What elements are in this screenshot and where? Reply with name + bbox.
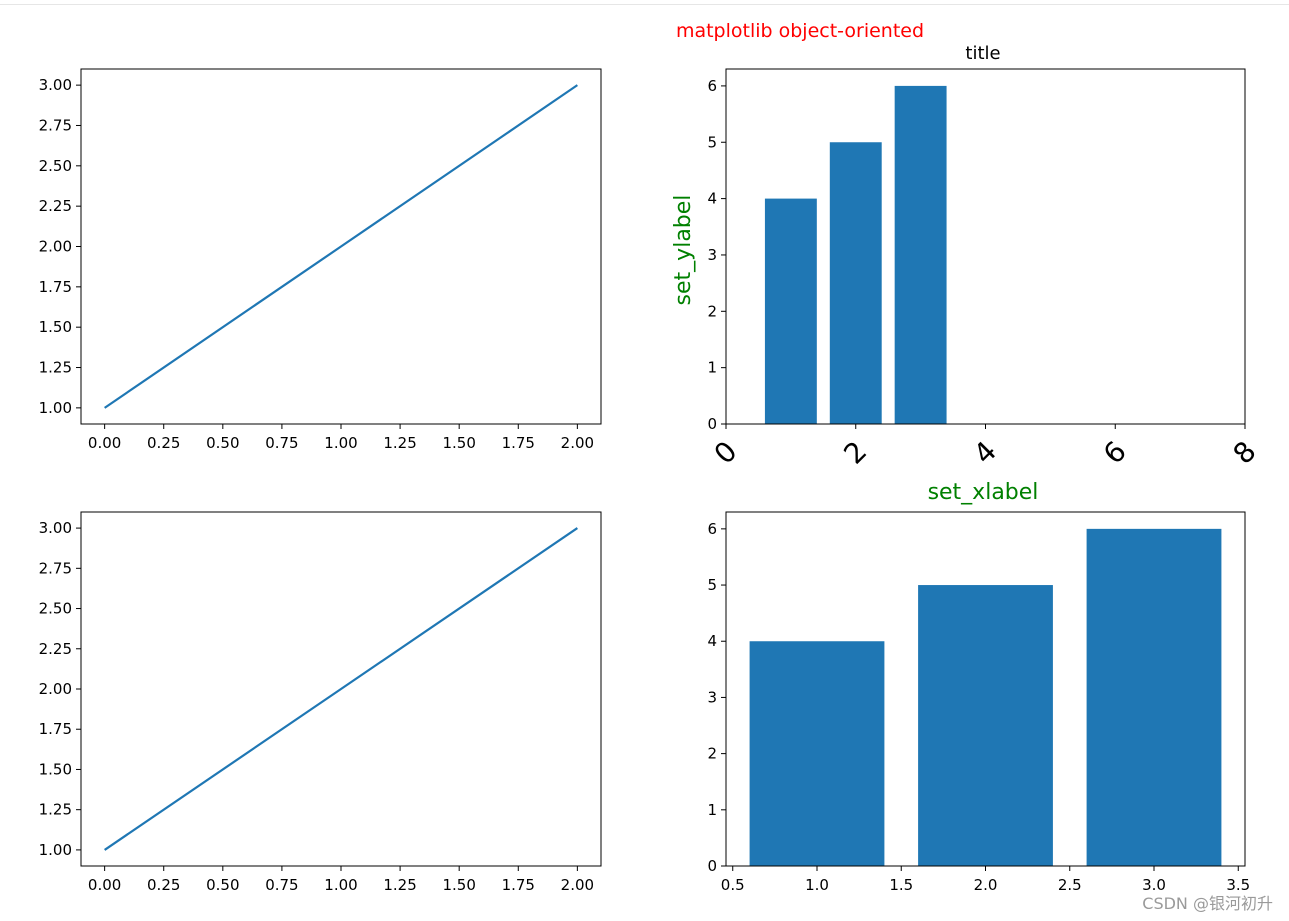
y-tick-label: 3 [707, 688, 717, 706]
y-tick-label: 2.75 [39, 559, 72, 577]
subplot-line-bottom-left: 0.00 0.25 0.50 0.75 1.00 1.25 1.50 1.75 2.00 1.00… [39, 511, 602, 894]
x-tick-label: 0.25 [147, 434, 180, 452]
y-tick-label: 4 [707, 632, 717, 650]
y-tick-label: 3.00 [39, 76, 72, 94]
y-tick-label: 0 [707, 857, 717, 875]
y-tick-label: 2 [707, 302, 717, 320]
y-tick-label: 2.25 [39, 640, 72, 658]
y-tick-label: 2.00 [39, 680, 72, 698]
axes-title: set_xlabel [928, 480, 1039, 505]
y-tick-label: 1.00 [39, 841, 72, 859]
y-tick-label: 6 [707, 77, 717, 95]
y-tick-label: 1.75 [39, 720, 72, 738]
x-tick-label: 1.00 [324, 434, 357, 452]
y-tick-label: 1.75 [39, 278, 72, 296]
x-tick-label: 3.5 [1226, 876, 1250, 894]
x-tick-label: 0.50 [206, 876, 239, 894]
y-tick-label: 1.25 [39, 801, 72, 819]
top-divider [0, 4, 1289, 5]
bar [918, 585, 1053, 866]
series-line [104, 527, 578, 851]
subplot-bar-top-right: title set_ylabel 0 2 4 6 8 0 1 2 3 4 5 6 [671, 43, 1263, 471]
y-tick-label: 2.00 [39, 238, 72, 256]
y-tick-label: 1 [707, 359, 717, 377]
figure-suptitle: matplotlib object-oriented [676, 20, 924, 42]
x-tick-label: 2.5 [1058, 876, 1082, 894]
y-tick-label: 2.50 [39, 157, 72, 175]
y-tick-label: 1.25 [39, 359, 72, 377]
x-tick-label: 1.25 [383, 434, 416, 452]
x-tick-label: 0.00 [88, 876, 121, 894]
x-tick-label: 0.75 [265, 434, 298, 452]
y-tick-label: 2.50 [39, 600, 72, 618]
x-tick-label: 1.25 [383, 876, 416, 894]
subplot-bar-bottom-right: set_xlabel 0.5 1.0 1.5 2.0 2.5 3.0 3.5 0 1 2 3 4 5 6 [707, 480, 1250, 894]
x-tick-label: 0.00 [88, 434, 121, 452]
x-tick-label: 4 [967, 435, 1003, 471]
y-tick-label: 4 [707, 190, 717, 208]
watermark-text: CSDN @银河初升 [1142, 894, 1273, 913]
y-tick-label: 0 [707, 415, 717, 433]
x-tick-label: 0.5 [721, 876, 745, 894]
bar [764, 198, 817, 424]
x-tick-label: 0.50 [206, 434, 239, 452]
x-tick-label: 2.00 [561, 434, 594, 452]
y-axis-label: set_ylabel [671, 195, 696, 306]
y-tick-label: 3.00 [39, 519, 72, 537]
x-tick-label: 3.0 [1142, 876, 1166, 894]
axes-title: title [965, 43, 1000, 64]
x-tick-label: 1.50 [442, 434, 475, 452]
x-tick-label: 0.75 [265, 876, 298, 894]
y-tick-label: 2.25 [39, 197, 72, 215]
bar [749, 641, 885, 866]
y-tick-label: 1 [707, 801, 717, 819]
y-tick-label: 1.00 [39, 399, 72, 417]
y-tick-label: 3 [707, 246, 717, 264]
y-tick-label: 1.50 [39, 318, 72, 336]
bar [894, 85, 947, 425]
y-tick-label: 1.50 [39, 760, 72, 778]
x-tick-label: 1.75 [502, 876, 535, 894]
x-tick-label: 1.75 [502, 434, 535, 452]
x-tick-label: 1.5 [889, 876, 913, 894]
x-tick-label: 1.50 [442, 876, 475, 894]
x-tick-label: 2.0 [974, 876, 998, 894]
x-tick-label: 2.00 [561, 876, 594, 894]
y-tick-label: 5 [707, 133, 717, 151]
x-tick-label: 0.25 [147, 876, 180, 894]
y-tick-label: 6 [707, 520, 717, 538]
x-tick-label: 1.00 [324, 876, 357, 894]
bar [1086, 528, 1222, 866]
x-tick-label: 0 [708, 435, 744, 471]
y-tick-label: 2.75 [39, 116, 72, 134]
subplot-line-top-left: 0.00 0.25 0.50 0.75 1.00 1.25 1.50 1.75 2.00 1.00… [39, 68, 602, 452]
y-tick-label: 2 [707, 745, 717, 763]
x-tick-label: 8 [1227, 435, 1263, 471]
x-tick-label: 6 [1097, 435, 1133, 471]
y-tick-label: 5 [707, 576, 717, 594]
x-tick-label: 2 [837, 435, 873, 471]
x-tick-label: 1.0 [805, 876, 829, 894]
bar [829, 142, 882, 424]
series-line [104, 84, 578, 409]
